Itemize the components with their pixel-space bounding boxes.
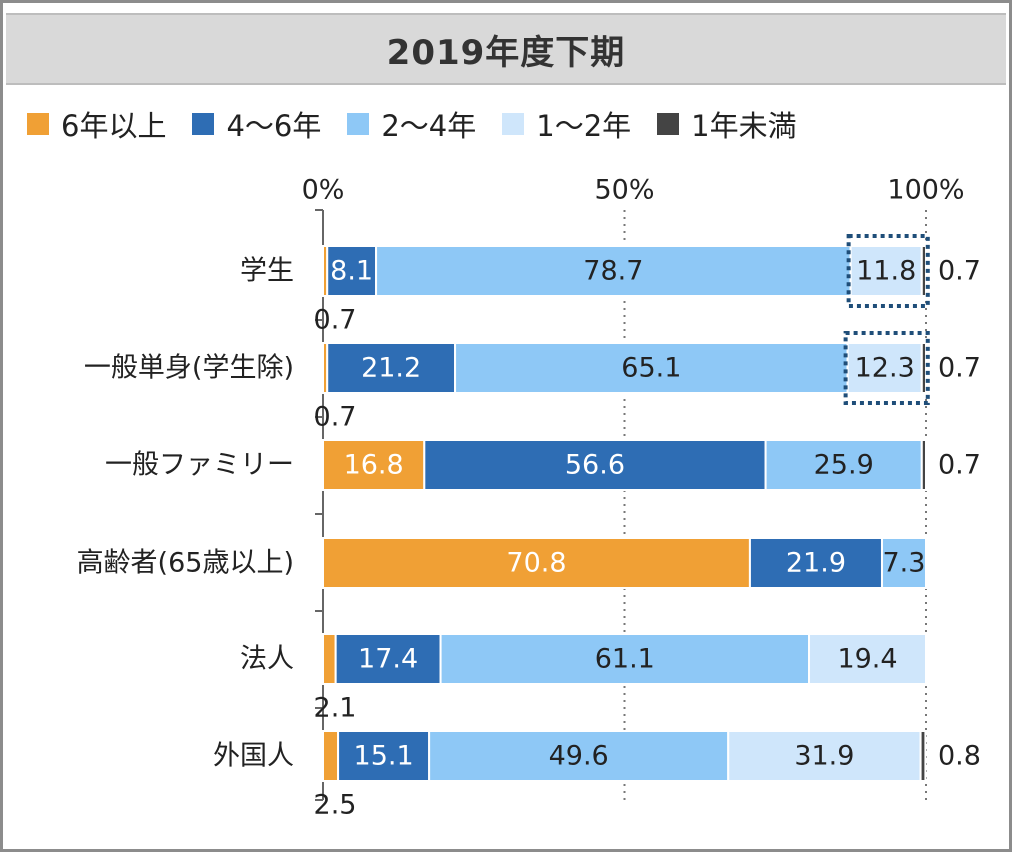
legend: 6年以上 4〜6年 2〜4年 1〜2年 1年未満	[27, 103, 823, 145]
segment-label: 16.8	[344, 450, 404, 481]
segment-label: 15.1	[354, 741, 414, 772]
segment-label: 0.7	[314, 402, 357, 433]
segment-label: 78.7	[583, 256, 643, 287]
segment-label: 21.9	[786, 548, 846, 579]
legend-swatch	[192, 113, 215, 135]
category-label: 外国人	[213, 741, 294, 772]
segment-label: 7.3	[883, 548, 926, 579]
bar-segment	[919, 730, 927, 782]
x-tick-label: 0%	[302, 175, 345, 206]
segment-label: 65.1	[621, 353, 681, 384]
segment-label: 2.5	[314, 790, 357, 821]
bar-segment	[920, 245, 927, 297]
segment-label: 0.7	[938, 353, 981, 384]
chart-title: 2019年度下期	[386, 32, 626, 73]
segment-label: 2.1	[314, 693, 357, 724]
segment-label: 0.7	[938, 256, 981, 287]
x-tick-label: 50%	[594, 175, 654, 206]
segment-label: 12.3	[855, 353, 915, 384]
bar-segment	[454, 342, 849, 394]
bar-segment	[375, 245, 852, 297]
legend-label: 6年以上	[61, 109, 167, 143]
segment-label: 19.4	[837, 644, 897, 675]
legend-swatch	[502, 113, 525, 135]
category-label: 法人	[240, 644, 294, 675]
segment-label: 0.8	[938, 741, 981, 772]
legend-item: 1〜2年	[502, 103, 631, 145]
legend-item: 1年未満	[657, 103, 797, 145]
segment-label: 0.7	[938, 450, 981, 481]
bar-segment	[727, 730, 922, 782]
bar-segment	[322, 537, 751, 589]
bar-segment	[748, 537, 883, 589]
segment-label: 56.6	[565, 450, 625, 481]
segment-label: 0.7	[314, 305, 357, 336]
legend-label: 4〜6年	[226, 109, 322, 143]
bar-segment	[880, 537, 928, 589]
bar-segment	[764, 439, 923, 491]
segment-label: 17.4	[358, 644, 418, 675]
category-label: 学生	[240, 256, 294, 287]
bar-segment	[322, 633, 337, 685]
legend-label: 1〜2年	[536, 109, 632, 143]
bar-segment	[846, 342, 923, 394]
bar-segment	[439, 633, 811, 685]
highlight-box	[846, 234, 930, 308]
bar-segment	[920, 439, 927, 491]
segment-label: 31.9	[794, 741, 854, 772]
highlight-box	[843, 331, 930, 405]
legend-label: 2〜4年	[381, 109, 477, 143]
bar-segment	[322, 730, 340, 782]
segment-label: 11.8	[856, 256, 916, 287]
segment-label: 70.8	[506, 548, 566, 579]
bar-segment	[808, 633, 928, 685]
x-tick-label: 100%	[887, 175, 964, 206]
segment-label: 25.9	[814, 450, 874, 481]
legend-swatch	[347, 113, 370, 135]
title-bar: 2019年度下期	[6, 13, 1006, 85]
legend-swatch	[657, 113, 680, 135]
segment-label: 21.2	[361, 353, 421, 384]
bar-segment	[337, 730, 431, 782]
category-label: 一般単身(学生除)	[84, 353, 294, 384]
bar-segment	[920, 342, 927, 394]
segment-label: 61.1	[595, 644, 655, 675]
bar-segment	[428, 730, 730, 782]
legend-item: 4〜6年	[192, 103, 321, 145]
segment-label: 49.6	[549, 741, 609, 772]
legend-item: 2〜4年	[347, 103, 476, 145]
category-label: 高齢者(65歳以上)	[77, 548, 294, 579]
category-label: 一般ファミリー	[105, 450, 294, 481]
segment-label: 8.1	[330, 256, 373, 287]
bar-segment	[423, 439, 767, 491]
legend-label: 1年未満	[691, 109, 797, 143]
legend-swatch	[27, 113, 49, 135]
legend-item: 6年以上	[27, 103, 166, 145]
